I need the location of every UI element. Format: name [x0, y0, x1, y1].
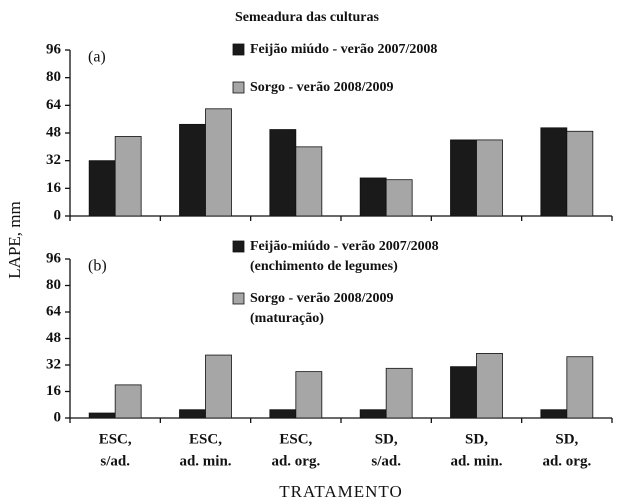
y-tick-label: 64	[46, 97, 62, 113]
legend-swatch	[232, 81, 245, 94]
bar	[450, 366, 477, 419]
legend-title: Semeadura das culturas	[235, 10, 379, 25]
x-tick-label: SD,	[465, 431, 488, 447]
bar	[88, 160, 116, 217]
panel-label: (b)	[88, 258, 107, 275]
legend-swatch	[232, 43, 245, 56]
x-tick-label: SD,	[375, 431, 398, 447]
legend-label: Sorgo - verão 2008/2009	[250, 80, 393, 95]
legend-label: Sorgo - verão 2008/2009	[250, 291, 393, 306]
y-tick-label: 96	[46, 250, 62, 266]
bar	[359, 177, 387, 217]
y-tick-label: 32	[46, 356, 61, 372]
bar	[205, 108, 232, 217]
bar	[114, 384, 142, 419]
legend-swatch	[232, 292, 245, 305]
panel-label: (a)	[88, 49, 106, 66]
y-tick-label: 64	[46, 303, 62, 319]
bar	[295, 371, 323, 419]
x-tick-label: s/ad.	[100, 453, 130, 469]
x-tick-label: ESC,	[189, 431, 222, 447]
legend-swatch	[232, 240, 245, 253]
y-tick-label: 16	[46, 383, 62, 399]
bar	[566, 130, 594, 217]
bar	[566, 356, 594, 419]
x-tick-label: SD,	[555, 431, 578, 447]
y-tick-label: 16	[46, 180, 62, 196]
y-tick-label: 48	[46, 124, 61, 140]
bar	[88, 412, 116, 419]
bar	[385, 179, 413, 217]
y-tick-label: 96	[46, 41, 62, 57]
bar	[295, 146, 323, 217]
bar	[269, 129, 297, 217]
x-tick-label: ad. min.	[179, 453, 231, 469]
bar	[476, 139, 503, 217]
y-tick-label: 80	[46, 277, 61, 293]
x-tick-label: ESC,	[279, 431, 312, 447]
x-axis-label: TRATAMENTO	[279, 482, 403, 501]
legend-label: (enchimento de legumes)	[250, 259, 398, 274]
bar	[269, 409, 297, 419]
legend-label: (maturação)	[250, 311, 324, 326]
bar	[114, 136, 142, 217]
x-tick-label: s/ad.	[371, 453, 401, 469]
y-tick-label: 80	[46, 69, 61, 85]
bar	[179, 409, 206, 419]
x-tick-label: ad. org.	[271, 453, 320, 469]
bar	[205, 354, 232, 419]
bar	[385, 367, 413, 419]
bar	[359, 409, 387, 419]
bar	[450, 139, 477, 217]
x-tick-label: ad. min.	[450, 453, 502, 469]
bar	[540, 127, 568, 217]
bar	[540, 409, 568, 419]
legend-label: Feijão miúdo - verão 2007/2008	[250, 42, 437, 57]
bar	[476, 353, 503, 419]
bar	[179, 123, 206, 217]
legend-label: Feijão-miúdo - verão 2007/2008	[250, 239, 439, 254]
y-tick-label: 32	[46, 152, 61, 168]
y-axis-label: LAPE, mm	[5, 201, 24, 278]
x-tick-label: ad. org.	[542, 453, 591, 469]
x-tick-label: ESC,	[99, 431, 132, 447]
y-tick-label: 0	[54, 409, 62, 425]
y-tick-label: 0	[54, 207, 62, 223]
y-tick-label: 48	[46, 330, 61, 346]
